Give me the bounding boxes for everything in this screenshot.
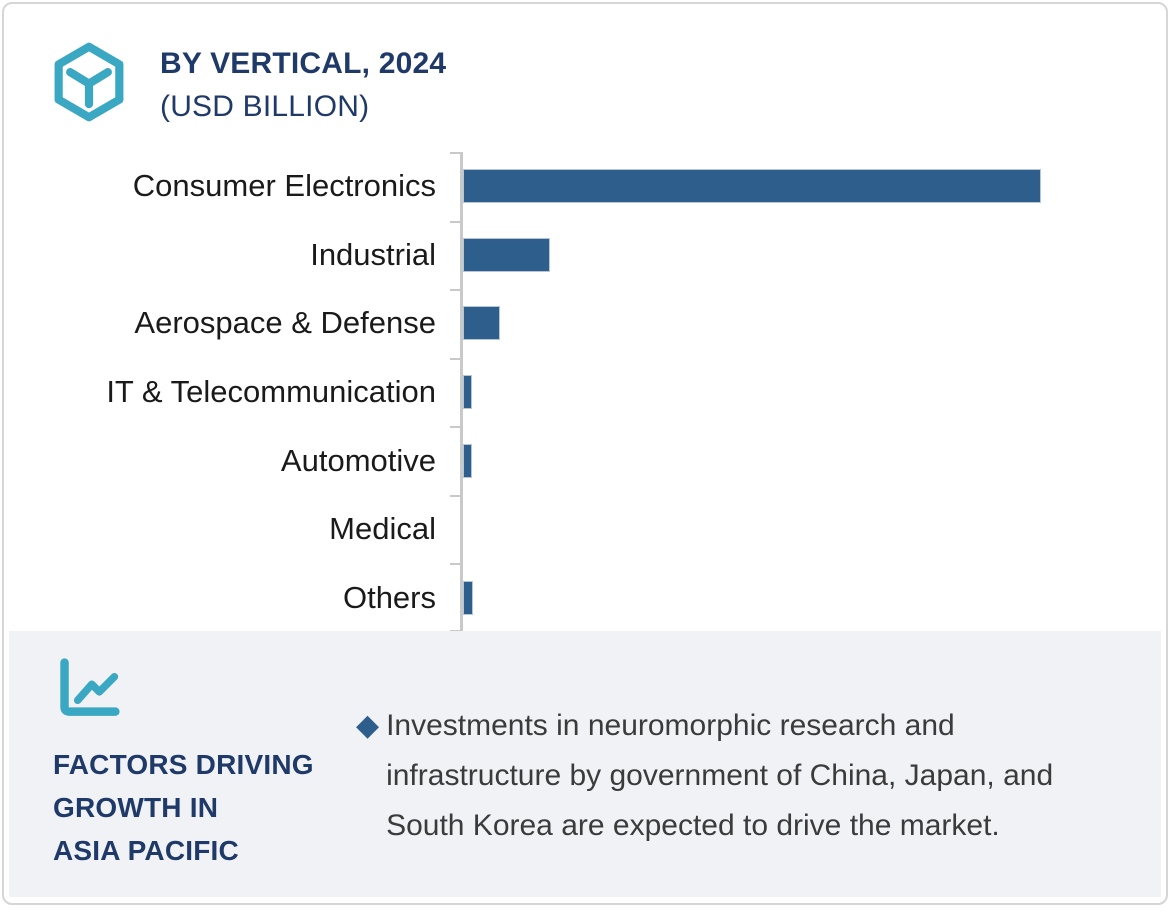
category-label: Consumer Electronics xyxy=(132,168,436,204)
category-label: Others xyxy=(342,579,436,615)
infographic-card: BY VERTICAL, 2024 (USD BILLION) Consumer… xyxy=(2,2,1168,905)
chart-row: Others xyxy=(4,563,1166,632)
bar xyxy=(463,443,472,478)
header: BY VERTICAL, 2024 (USD BILLION) xyxy=(48,40,1166,128)
chart-title: BY VERTICAL, 2024 (USD BILLION) xyxy=(160,42,446,128)
diamond-bullet-icon: ◆ xyxy=(356,709,380,742)
chart-title-line2: (USD BILLION) xyxy=(160,90,370,123)
chart-row: Industrial xyxy=(4,221,1166,290)
factors-heading-line3: ASIA PACIFIC xyxy=(53,835,239,866)
hexagon-cube-icon xyxy=(54,42,124,122)
bar xyxy=(463,374,472,409)
factor-text: Investments in neuromorphic research and… xyxy=(386,709,1054,842)
y-axis-line xyxy=(460,152,463,631)
line-chart-icon xyxy=(60,658,120,716)
axis-tick xyxy=(450,152,460,154)
chart-row: IT & Telecommunication xyxy=(4,358,1166,427)
axis-tick xyxy=(450,220,460,223)
chart-title-line1: BY VERTICAL, 2024 xyxy=(160,47,447,80)
axis-tick xyxy=(450,426,460,429)
chart-row: Consumer Electronics xyxy=(4,152,1166,221)
factors-panel: FACTORS DRIVING GROWTH IN ASIA PACIFIC ◆… xyxy=(9,631,1161,897)
bar xyxy=(463,169,1041,204)
chart-row: Automotive xyxy=(4,426,1166,495)
category-label: Industrial xyxy=(310,236,436,272)
axis-tick xyxy=(450,494,460,497)
chart-row: Aerospace & Defense xyxy=(4,289,1166,358)
chart-row: Medical xyxy=(4,495,1166,564)
category-label: IT & Telecommunication xyxy=(106,373,436,409)
factor-bullet-item: ◆ Investments in neuromorphic research a… xyxy=(356,701,1116,851)
axis-tick xyxy=(450,289,460,292)
factors-heading-line1: FACTORS DRIVING xyxy=(53,749,314,780)
category-label: Medical xyxy=(329,511,436,547)
bar-chart: Consumer Electronics Industrial Aerospace … xyxy=(4,152,1166,632)
bar xyxy=(463,237,551,272)
factors-heading: FACTORS DRIVING GROWTH IN ASIA PACIFIC xyxy=(53,743,314,872)
axis-tick xyxy=(450,563,460,566)
category-label: Aerospace & Defense xyxy=(134,305,436,341)
bar xyxy=(463,306,500,341)
category-label: Automotive xyxy=(280,442,436,478)
axis-tick xyxy=(450,357,460,360)
factors-heading-line2: GROWTH IN xyxy=(53,792,219,823)
bar xyxy=(463,580,473,615)
